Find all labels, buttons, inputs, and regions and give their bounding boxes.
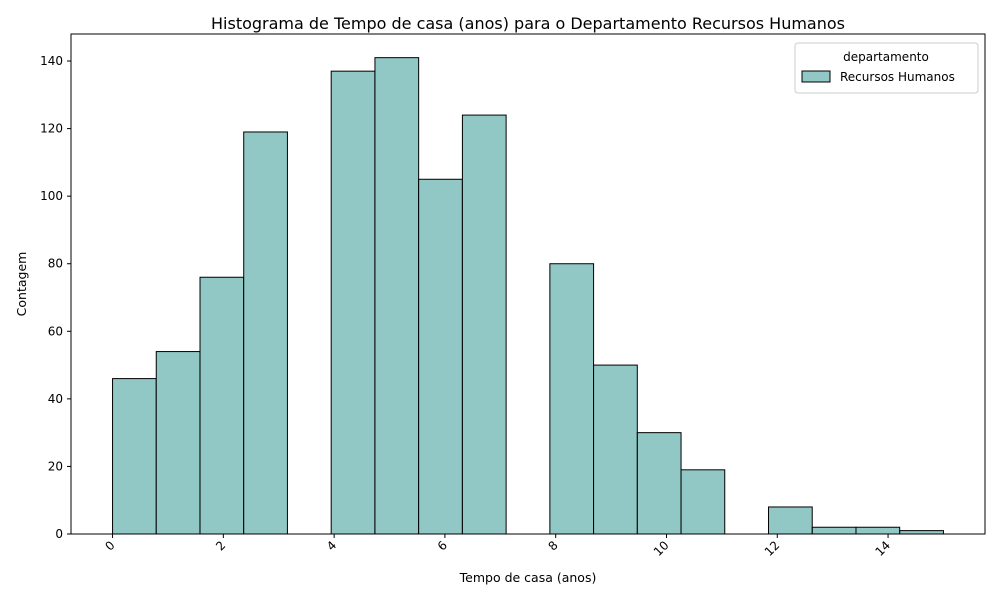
y-tick-label: 80 [48,257,63,271]
x-axis-label: Tempo de casa (anos) [459,570,597,585]
histogram-bar [768,506,813,535]
histogram-bar [418,178,463,535]
histogram-bar [155,351,201,535]
histogram-bar [243,131,288,535]
histogram-bar [811,526,857,535]
legend-swatch [801,70,831,83]
histogram-bar [112,378,157,535]
x-tick-label: 4 [324,538,339,553]
histogram-bar [899,530,944,535]
histogram-bar [330,70,376,535]
y-tick-label: 100 [40,189,63,203]
x-tick-label: 8 [546,538,561,553]
y-tick-label: 140 [40,54,63,68]
legend: departamento Recursos Humanos [794,42,979,94]
histogram-bar [199,276,245,535]
histogram-bar [636,432,682,535]
y-tick-label: 40 [48,392,63,406]
histogram-bar [374,57,420,535]
histogram-bar [593,364,638,535]
x-tick-label: 0 [102,538,117,553]
plot-frame [70,33,986,535]
x-tick-label: 2 [213,538,228,553]
histogram-bar [855,526,901,535]
legend-frame [794,42,979,94]
legend-entry-label: Recursos Humanos [840,70,955,84]
histogram-bar [461,114,507,535]
histogram-bar [680,469,726,535]
x-axis-ticks: 0 2 4 6 8 10 12 14 [102,534,893,559]
x-tick-label: 14 [872,538,893,559]
x-tick-label: 6 [435,538,450,553]
y-tick-label: 60 [48,324,63,338]
histogram-bar [549,263,595,535]
x-tick-label: 12 [762,538,783,559]
y-tick-label: 120 [40,122,63,136]
chart-title: Histograma de Tempo de casa (anos) para … [211,14,845,33]
y-axis-label: Contagem [14,252,29,317]
y-axis-ticks: 0 20 40 60 80 100 120 140 [40,54,71,541]
y-tick-label: 0 [55,527,63,541]
bars-group [112,57,944,535]
legend-title: departamento [843,50,929,64]
x-tick-label: 10 [651,538,672,559]
y-tick-label: 20 [48,459,63,473]
